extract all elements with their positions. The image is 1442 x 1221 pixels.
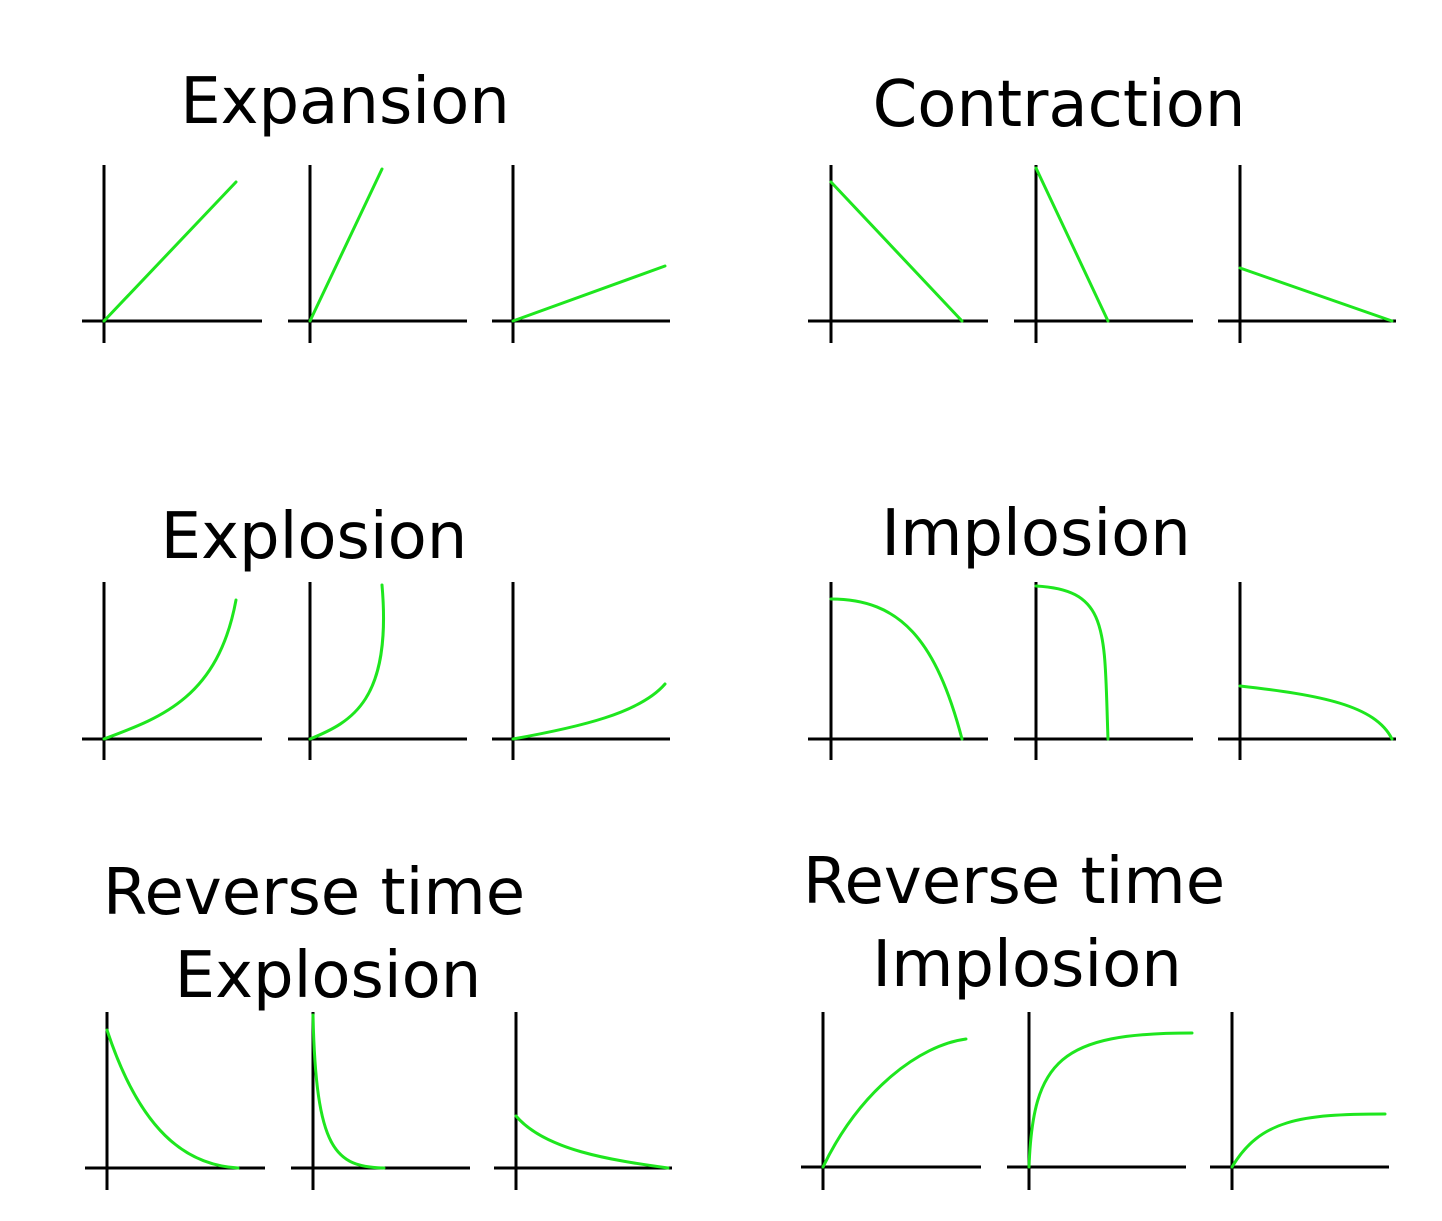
plot-expansion-2	[288, 165, 467, 343]
curve-convex-decreasing-fast	[311, 1013, 386, 1170]
panel-implosion: Implosion	[808, 497, 1396, 760]
curve-concave-increasing-fast	[1027, 1031, 1194, 1169]
panel-title-line-2: Implosion	[872, 928, 1182, 1002]
plot-contraction-3	[1218, 165, 1396, 343]
panel-expansion: Expansion	[82, 65, 670, 343]
panel-title-explosion: Explosion	[161, 500, 468, 574]
plot-reverse-time-explosion-3	[494, 1012, 672, 1190]
plot-reverse-time-implosion-1	[801, 1012, 981, 1190]
curve-convex-decreasing-moderate	[105, 1028, 240, 1170]
curve-convex-decreasing-slow	[514, 1114, 670, 1170]
panel-title-line-1: Reverse time	[803, 845, 1225, 919]
plot-explosion-3	[492, 582, 670, 760]
panel-explosion: Explosion	[82, 500, 670, 760]
plot-reverse-time-implosion-3	[1210, 1012, 1389, 1190]
plot-explosion-1	[82, 582, 262, 760]
curve-linear-decreasing-moderate	[829, 180, 964, 323]
plot-implosion-2	[1014, 582, 1193, 760]
curve-concave-decreasing-fast	[1034, 584, 1110, 741]
panel-reverse-time-implosion: Reverse time Implosion	[801, 845, 1389, 1190]
curve-linear-decreasing-fast	[1034, 166, 1110, 323]
curve-convex-increasing-moderate	[102, 598, 238, 741]
curve-linear-increasing-moderate	[102, 180, 238, 323]
plot-reverse-time-implosion-2	[1007, 1012, 1194, 1190]
curve-concave-decreasing-slow	[1238, 684, 1394, 741]
curve-linear-increasing-fast	[308, 167, 384, 323]
curve-convex-increasing-fast	[308, 583, 385, 741]
curve-linear-decreasing-slow	[1238, 266, 1394, 323]
plot-expansion-3	[492, 165, 670, 343]
panel-title-line-1: Reverse time	[103, 856, 525, 930]
plot-reverse-time-explosion-1	[85, 1012, 265, 1190]
plot-contraction-1	[808, 165, 988, 343]
curve-convex-increasing-slow	[511, 682, 667, 741]
curve-concave-increasing-slow	[1230, 1112, 1387, 1169]
panel-reverse-time-explosion: Reverse time Explosion	[85, 856, 672, 1190]
plot-reverse-time-explosion-2	[291, 1012, 470, 1190]
panel-title-contraction: Contraction	[873, 68, 1246, 142]
plot-contraction-2	[1014, 165, 1193, 343]
plot-implosion-1	[808, 582, 988, 760]
panel-contraction: Contraction	[808, 68, 1396, 343]
panel-title-expansion: Expansion	[180, 65, 510, 139]
plot-explosion-2	[288, 582, 467, 760]
curve-concave-decreasing-moderate	[829, 597, 964, 741]
curve-linear-increasing-slow	[511, 264, 667, 323]
plot-implosion-3	[1218, 582, 1396, 760]
plot-expansion-1	[82, 165, 262, 343]
curve-concave-increasing-moderate	[821, 1037, 968, 1169]
panel-title-implosion: Implosion	[881, 497, 1191, 571]
panel-title-line-2: Explosion	[175, 939, 482, 1013]
